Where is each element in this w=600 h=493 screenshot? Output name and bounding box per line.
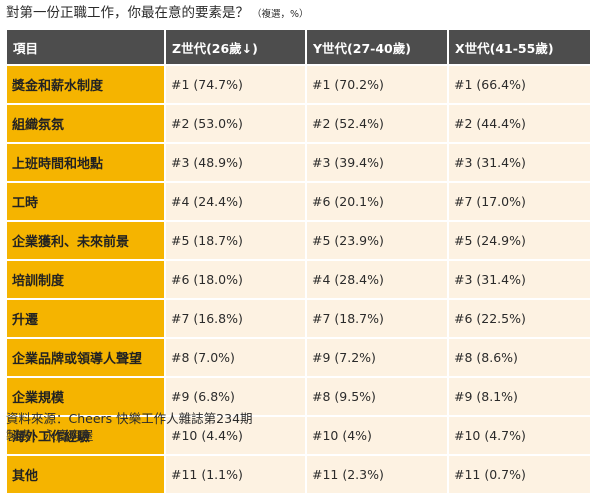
table-row: 培訓制度 #6 (18.0%) #4 (28.4%) #3 (31.4%): [7, 261, 590, 300]
header-row: 項目 Z世代(26歲↓) Y世代(27-40歲) X世代(41-55歲): [7, 30, 590, 66]
gen-x-cell: #9 (8.1%): [449, 378, 590, 417]
table-row: 企業獲利、未來前景 #5 (18.7%) #5 (23.9%) #5 (24.9%): [7, 222, 590, 261]
gen-x-cell: #6 (22.5%): [449, 300, 590, 339]
title-text: 對第一份正職工作，你最在意的要素是？: [6, 5, 249, 21]
gen-y-cell: #8 (9.5%): [307, 378, 449, 417]
column-header-factor: 項目: [7, 30, 166, 66]
gen-z-cell: #5 (18.7%): [166, 222, 307, 261]
gen-x-cell: #11 (0.7%): [449, 456, 590, 493]
factor-cell: 培訓制度: [7, 261, 166, 300]
gen-y-cell: #9 (7.2%): [307, 339, 449, 378]
maker-note: 製表：永慶房屋: [6, 428, 94, 443]
gen-y-cell: #6 (20.1%): [307, 183, 449, 222]
gen-y-cell: #7 (18.7%): [307, 300, 449, 339]
factor-cell: 升遷: [7, 300, 166, 339]
gen-x-cell: #3 (31.4%): [449, 144, 590, 183]
gen-x-cell: #7 (17.0%): [449, 183, 590, 222]
column-header-gen-z: Z世代(26歲↓): [166, 30, 307, 66]
footer: 資料來源：Cheers 快樂工作人雜誌第234期 製表：永慶房屋: [6, 410, 253, 444]
gen-y-cell: #4 (28.4%): [307, 261, 449, 300]
source-note: 資料來源：Cheers 快樂工作人雜誌第234期: [6, 411, 253, 426]
gen-y-cell: #1 (70.2%): [307, 66, 449, 105]
gen-x-cell: #1 (66.4%): [449, 66, 590, 105]
table-row: 其他 #11 (1.1%) #11 (2.3%) #11 (0.7%): [7, 456, 590, 493]
factor-cell: 獎金和薪水制度: [7, 66, 166, 105]
factor-cell: 上班時間和地點: [7, 144, 166, 183]
title-note: （複選，%）: [252, 9, 309, 20]
table-row: 企業品牌或領導人聲望 #8 (7.0%) #9 (7.2%) #8 (8.6%): [7, 339, 590, 378]
gen-z-cell: #1 (74.7%): [166, 66, 307, 105]
gen-z-cell: #8 (7.0%): [166, 339, 307, 378]
gen-x-cell: #5 (24.9%): [449, 222, 590, 261]
gen-z-cell: #9 (6.8%): [166, 378, 307, 417]
gen-y-cell: #10 (4%): [307, 417, 449, 456]
factor-cell: 企業獲利、未來前景: [7, 222, 166, 261]
gen-z-cell: #3 (48.9%): [166, 144, 307, 183]
gen-y-cell: #5 (23.9%): [307, 222, 449, 261]
column-header-gen-x: X世代(41-55歲): [449, 30, 590, 66]
factor-cell: 企業品牌或領導人聲望: [7, 339, 166, 378]
gen-z-cell: #11 (1.1%): [166, 456, 307, 493]
gen-z-cell: #7 (16.8%): [166, 300, 307, 339]
table-row: 工時 #4 (24.4%) #6 (20.1%) #7 (17.0%): [7, 183, 590, 222]
factor-cell: 組織氛氛: [7, 105, 166, 144]
gen-y-cell: #2 (52.4%): [307, 105, 449, 144]
gen-x-cell: #10 (4.7%): [449, 417, 590, 456]
gen-z-cell: #2 (53.0%): [166, 105, 307, 144]
gen-y-cell: #11 (2.3%): [307, 456, 449, 493]
column-header-gen-y: Y世代(27-40歲): [307, 30, 449, 66]
gen-x-cell: #3 (31.4%): [449, 261, 590, 300]
gen-x-cell: #2 (44.4%): [449, 105, 590, 144]
chart-title: 對第一份正職工作，你最在意的要素是？ （複選，%）: [6, 4, 309, 24]
table-row: 上班時間和地點 #3 (48.9%) #3 (39.4%) #3 (31.4%): [7, 144, 590, 183]
table-row: 組織氛氛 #2 (53.0%) #2 (52.4%) #2 (44.4%): [7, 105, 590, 144]
table-row: 企業規模 #9 (6.8%) #8 (9.5%) #9 (8.1%): [7, 378, 590, 417]
table-row: 獎金和薪水制度 #1 (74.7%) #1 (70.2%) #1 (66.4%): [7, 66, 590, 105]
factor-cell: 工時: [7, 183, 166, 222]
table-row: 升遷 #7 (16.8%) #7 (18.7%) #6 (22.5%): [7, 300, 590, 339]
gen-y-cell: #3 (39.4%): [307, 144, 449, 183]
gen-z-cell: #4 (24.4%): [166, 183, 307, 222]
gen-z-cell: #6 (18.0%): [166, 261, 307, 300]
gen-x-cell: #8 (8.6%): [449, 339, 590, 378]
factor-cell: 企業規模: [7, 378, 166, 417]
factor-cell: 其他: [7, 456, 166, 493]
